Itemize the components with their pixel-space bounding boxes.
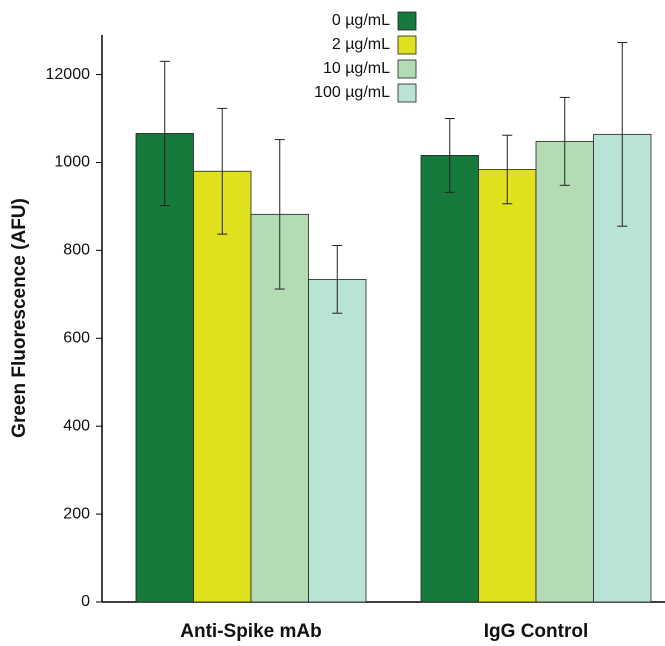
y-tick-label: 600 bbox=[63, 329, 90, 346]
legend-swatch bbox=[397, 59, 417, 79]
bar bbox=[193, 170, 252, 603]
y-tick-label: 800 bbox=[63, 242, 90, 259]
bar bbox=[535, 140, 594, 603]
legend-label: 100 µg/mL bbox=[314, 84, 390, 101]
x-tick-label: IgG Control bbox=[484, 621, 588, 642]
legend-swatch bbox=[397, 35, 417, 55]
legend-swatch bbox=[397, 83, 417, 103]
x-tick-label: Anti-Spike mAb bbox=[180, 621, 321, 642]
bar bbox=[420, 155, 479, 603]
y-tick-label: 1000 bbox=[54, 154, 90, 171]
legend-swatch bbox=[397, 11, 417, 31]
legend-label: 2 µg/mL bbox=[332, 36, 390, 53]
y-tick-label: 12000 bbox=[46, 66, 91, 83]
bar bbox=[478, 169, 537, 603]
legend-label: 0 µg/mL bbox=[332, 12, 390, 29]
legend-label: 10 µg/mL bbox=[323, 60, 390, 77]
y-tick-label: 0 bbox=[81, 593, 90, 610]
y-axis-label: Green Fluorescence (AFU) bbox=[9, 198, 30, 438]
bar bbox=[308, 278, 367, 603]
y-tick-label: 200 bbox=[63, 505, 90, 522]
y-tick-label: 400 bbox=[63, 417, 90, 434]
